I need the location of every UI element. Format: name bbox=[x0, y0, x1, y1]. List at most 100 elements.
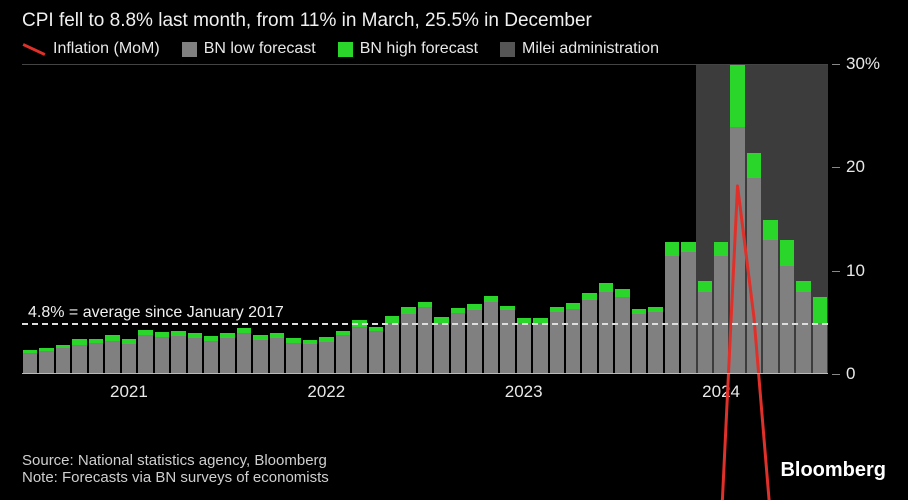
bar-low bbox=[730, 127, 744, 374]
bar-slot bbox=[565, 65, 581, 374]
bar-low bbox=[72, 345, 86, 374]
bar-slot bbox=[121, 65, 137, 374]
bar-low bbox=[188, 338, 202, 374]
bar-low bbox=[56, 348, 70, 374]
bar-slot bbox=[532, 65, 548, 374]
legend-item: BN low forecast bbox=[182, 40, 316, 58]
bar-slot bbox=[203, 65, 219, 374]
y-tick: 0 bbox=[832, 364, 855, 384]
bar-slot bbox=[137, 65, 153, 374]
bar-slot bbox=[483, 65, 499, 374]
bar-low bbox=[747, 178, 761, 374]
bar-low bbox=[681, 252, 695, 374]
bar-low bbox=[517, 323, 531, 375]
bar-slot bbox=[746, 65, 762, 374]
chart-area: 4.8% = average since January 2017 30%201… bbox=[22, 64, 886, 404]
bar-low bbox=[369, 331, 383, 374]
bar-low bbox=[303, 344, 317, 374]
bar-slot bbox=[400, 65, 416, 374]
bar-slot bbox=[549, 65, 565, 374]
chart-bars bbox=[22, 65, 828, 374]
bar-low bbox=[796, 292, 810, 374]
bar-low bbox=[615, 297, 629, 374]
bar-slot bbox=[219, 65, 235, 374]
y-tick-label: 10 bbox=[846, 261, 865, 280]
bar-slot bbox=[581, 65, 597, 374]
bar-low bbox=[155, 337, 169, 374]
y-tick-label: 30% bbox=[846, 54, 880, 73]
x-axis: 2021202220232024 bbox=[22, 376, 828, 404]
bar-low bbox=[566, 309, 580, 374]
bar-slot bbox=[154, 65, 170, 374]
bar-slot bbox=[368, 65, 384, 374]
bar-low bbox=[138, 335, 152, 374]
bar-slot bbox=[499, 65, 515, 374]
x-tick-label: 2023 bbox=[505, 382, 543, 402]
y-tick-label: 0 bbox=[846, 364, 855, 383]
bar-slot bbox=[269, 65, 285, 374]
legend-item: Inflation (MoM) bbox=[22, 40, 160, 58]
bar-slot bbox=[55, 65, 71, 374]
legend-block-icon bbox=[182, 42, 197, 57]
y-axis: 30%20100 bbox=[832, 64, 886, 374]
bar-slot bbox=[335, 65, 351, 374]
legend-label: BN low forecast bbox=[204, 40, 316, 58]
bar-slot bbox=[104, 65, 120, 374]
legend-item: BN high forecast bbox=[338, 40, 478, 58]
bar-low bbox=[698, 292, 712, 374]
bar-slot bbox=[664, 65, 680, 374]
legend-item: Milei administration bbox=[500, 40, 659, 58]
footer-source: Source: National statistics agency, Bloo… bbox=[22, 452, 886, 469]
bar-low bbox=[714, 256, 728, 374]
bar-low bbox=[286, 343, 300, 374]
bar-slot bbox=[795, 65, 811, 374]
bar-low bbox=[105, 341, 119, 374]
bar-slot bbox=[236, 65, 252, 374]
bar-low bbox=[89, 343, 103, 374]
chart-footer: Source: National statistics agency, Bloo… bbox=[22, 452, 886, 486]
y-tick: 30% bbox=[832, 54, 880, 74]
bar-low bbox=[500, 310, 514, 374]
bar-slot bbox=[450, 65, 466, 374]
reference-label: 4.8% = average since January 2017 bbox=[28, 304, 284, 322]
bar-slot bbox=[302, 65, 318, 374]
bar-low bbox=[385, 323, 399, 375]
bar-low bbox=[270, 338, 284, 374]
bar-low bbox=[467, 310, 481, 374]
legend-label: Inflation (MoM) bbox=[53, 40, 160, 58]
bar-low bbox=[484, 302, 498, 374]
bar-low bbox=[418, 307, 432, 374]
bar-slot bbox=[38, 65, 54, 374]
reference-line bbox=[22, 323, 828, 325]
bar-low bbox=[39, 351, 53, 374]
legend-label: Milei administration bbox=[522, 40, 659, 58]
bar-low bbox=[533, 323, 547, 375]
bar-low bbox=[434, 323, 448, 375]
bar-slot bbox=[713, 65, 729, 374]
bar-low bbox=[352, 327, 366, 374]
bar-low bbox=[763, 240, 777, 374]
footer-note: Note: Forecasts via BN surveys of econom… bbox=[22, 469, 886, 486]
bar-low bbox=[780, 266, 794, 374]
bar-low bbox=[582, 300, 596, 374]
bar-slot bbox=[647, 65, 663, 374]
chart-legend: Inflation (MoM) BN low forecast BN high fo… bbox=[22, 40, 886, 58]
bar-slot bbox=[88, 65, 104, 374]
x-tick-label: 2022 bbox=[307, 382, 345, 402]
baseline bbox=[22, 373, 828, 374]
bar-low bbox=[204, 341, 218, 374]
bar-low bbox=[220, 338, 234, 374]
legend-block-icon bbox=[500, 42, 515, 57]
legend-label: BN high forecast bbox=[360, 40, 478, 58]
brand-label: Bloomberg bbox=[780, 459, 886, 482]
bar-low bbox=[648, 312, 662, 374]
bar-slot bbox=[779, 65, 795, 374]
bar-slot bbox=[187, 65, 203, 374]
bar-slot bbox=[516, 65, 532, 374]
chart-card: CPI fell to 8.8% last month, from 11% in… bbox=[0, 0, 908, 500]
bar-slot bbox=[762, 65, 778, 374]
x-tick-label: 2021 bbox=[110, 382, 148, 402]
bar-slot bbox=[631, 65, 647, 374]
bar-low bbox=[336, 335, 350, 374]
bar-slot bbox=[384, 65, 400, 374]
